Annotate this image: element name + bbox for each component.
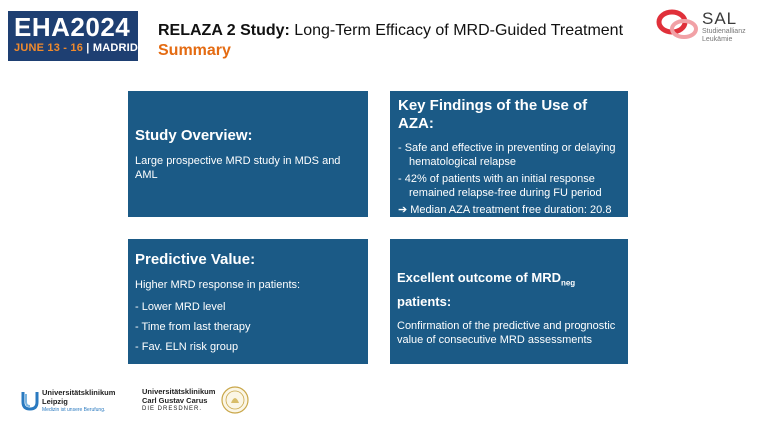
title-block: RELAZA 2 Study: Long-Term Efficacy of MR… [158, 22, 623, 60]
study-overview-box: Study Overview: Large prospective MRD st… [128, 91, 368, 217]
excellent-outcome-text: Confirmation of the predictive and progn… [397, 319, 616, 346]
ukl-mark-icon [21, 392, 39, 411]
excellent-outcome-box: Excellent outcome of MRDneg patients: Co… [390, 239, 628, 364]
ukl-logo-tagline: Medizin ist unsere Berufung. [42, 407, 106, 413]
list-item: - Safe and effective in preventing or de… [398, 142, 616, 168]
slide-title: RELAZA 2 Study: Long-Term Efficacy of MR… [158, 22, 624, 39]
sal-logo-text: SAL [702, 9, 738, 28]
predictive-value-box: Predictive Value: Higher MRD response in… [128, 239, 368, 364]
list-item: - Fav. ELN risk group [135, 341, 239, 353]
predictive-value-heading: Predictive Value: [135, 251, 256, 268]
ukd-logo-line2: Carl Gustav Carus [142, 396, 208, 405]
ukl-logo-name: Universitätsklinikum Leipzig [42, 388, 116, 406]
sal-mark-icon [656, 9, 698, 39]
predictive-value-list: - Lower MRD level - Time from last thera… [135, 300, 360, 354]
ukd-logo-line3: DIE DRESDNER. [142, 406, 203, 412]
predictive-value-intro: Higher MRD response in patients: [135, 279, 301, 291]
list-item: - Lower MRD level [135, 301, 226, 313]
list-item: ➔ Median AZA treatment free duration: 20… [398, 204, 612, 230]
study-overview-text: Large prospective MRD study in MDS and A… [135, 155, 341, 181]
eha-2024-logo: EHA2024 JUNE 13 - 16 | MADRID [8, 11, 138, 61]
eha-logo-dates: JUNE 13 - 16 | MADRID [14, 42, 138, 54]
key-findings-heading: Key Findings of the Use of AZA: [398, 97, 588, 132]
excellent-outcome-heading: Excellent outcome of MRDneg patients: [397, 270, 576, 309]
university-seal-icon [221, 386, 249, 414]
ukd-logo-line1: Universitätsklinikum [142, 387, 216, 396]
ukl-leipzig-logo: Universitätsklinikum Leipzig Medizin ist … [20, 388, 130, 414]
list-item: - Time from last therapy [135, 321, 251, 333]
ukd-dresden-logo: Universitätsklinikum Carl Gustav Carus D… [142, 386, 252, 417]
study-overview-heading: Study Overview: [135, 127, 253, 144]
eha-logo-title: EHA2024 [14, 12, 131, 42]
key-findings-box: Key Findings of the Use of AZA: - Safe a… [390, 91, 628, 230]
slide-subtitle: Summary [158, 42, 231, 59]
sal-logo-subtext: Studienallianz Leukämie [702, 28, 746, 43]
list-item: - 42% of patients with an initial respon… [398, 173, 602, 199]
key-findings-list: - Safe and effective in preventing or de… [398, 141, 620, 231]
sal-logo: SAL Studienallianz Leukämie [656, 9, 756, 47]
